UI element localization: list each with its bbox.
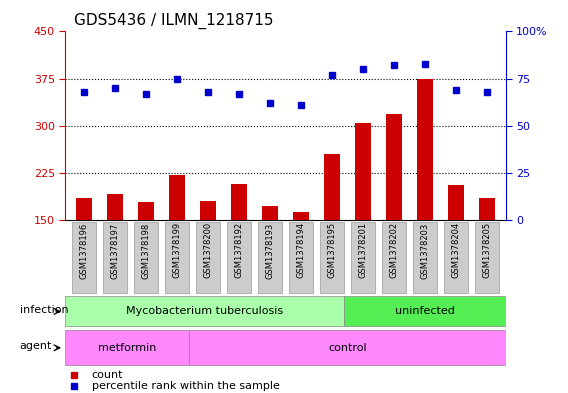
Text: GSM1378205: GSM1378205	[482, 222, 491, 279]
Bar	[138, 202, 154, 220]
Bar	[200, 200, 216, 220]
Text: count: count	[92, 369, 123, 380]
Text: percentile rank within the sample: percentile rank within the sample	[92, 381, 279, 391]
FancyBboxPatch shape	[413, 222, 437, 293]
FancyBboxPatch shape	[196, 222, 220, 293]
FancyBboxPatch shape	[289, 222, 313, 293]
Text: GSM1378192: GSM1378192	[235, 222, 244, 279]
FancyBboxPatch shape	[475, 222, 499, 293]
Bar	[417, 79, 433, 220]
Bar	[355, 123, 371, 220]
Text: GSM1378203: GSM1378203	[420, 222, 429, 279]
Text: GSM1378196: GSM1378196	[80, 222, 89, 279]
Bar	[448, 185, 463, 220]
Bar	[479, 198, 495, 220]
Text: GSM1378198: GSM1378198	[141, 222, 151, 279]
FancyBboxPatch shape	[134, 222, 158, 293]
Text: agent: agent	[19, 341, 52, 351]
FancyBboxPatch shape	[444, 222, 468, 293]
FancyBboxPatch shape	[351, 222, 375, 293]
FancyBboxPatch shape	[65, 330, 189, 365]
Text: GSM1378199: GSM1378199	[173, 222, 181, 279]
FancyBboxPatch shape	[165, 222, 189, 293]
Bar	[293, 212, 308, 220]
Bar	[324, 154, 340, 220]
FancyBboxPatch shape	[258, 222, 282, 293]
Text: GSM1378200: GSM1378200	[203, 222, 212, 279]
Bar	[76, 198, 91, 220]
FancyBboxPatch shape	[382, 222, 406, 293]
FancyBboxPatch shape	[72, 222, 96, 293]
Text: metformin: metformin	[98, 343, 157, 353]
Text: control: control	[328, 343, 367, 353]
Text: GSM1378197: GSM1378197	[110, 222, 119, 279]
Text: GSM1378193: GSM1378193	[265, 222, 274, 279]
FancyBboxPatch shape	[103, 222, 127, 293]
Text: GSM1378202: GSM1378202	[390, 222, 398, 279]
Bar	[169, 175, 185, 220]
Text: GSM1378201: GSM1378201	[358, 222, 367, 279]
FancyBboxPatch shape	[189, 330, 506, 365]
Bar	[107, 194, 123, 220]
Text: GSM1378194: GSM1378194	[296, 222, 306, 279]
FancyBboxPatch shape	[320, 222, 344, 293]
Bar	[231, 184, 247, 220]
Text: GSM1378195: GSM1378195	[327, 222, 336, 279]
Text: GSM1378204: GSM1378204	[452, 222, 461, 279]
Text: Mycobacterium tuberculosis: Mycobacterium tuberculosis	[126, 307, 283, 316]
FancyBboxPatch shape	[227, 222, 251, 293]
Text: infection: infection	[19, 305, 68, 315]
Bar	[262, 206, 278, 220]
Bar	[386, 114, 402, 220]
Text: uninfected: uninfected	[395, 307, 455, 316]
FancyBboxPatch shape	[65, 296, 344, 327]
Text: GDS5436 / ILMN_1218715: GDS5436 / ILMN_1218715	[74, 13, 274, 29]
FancyBboxPatch shape	[344, 296, 506, 327]
